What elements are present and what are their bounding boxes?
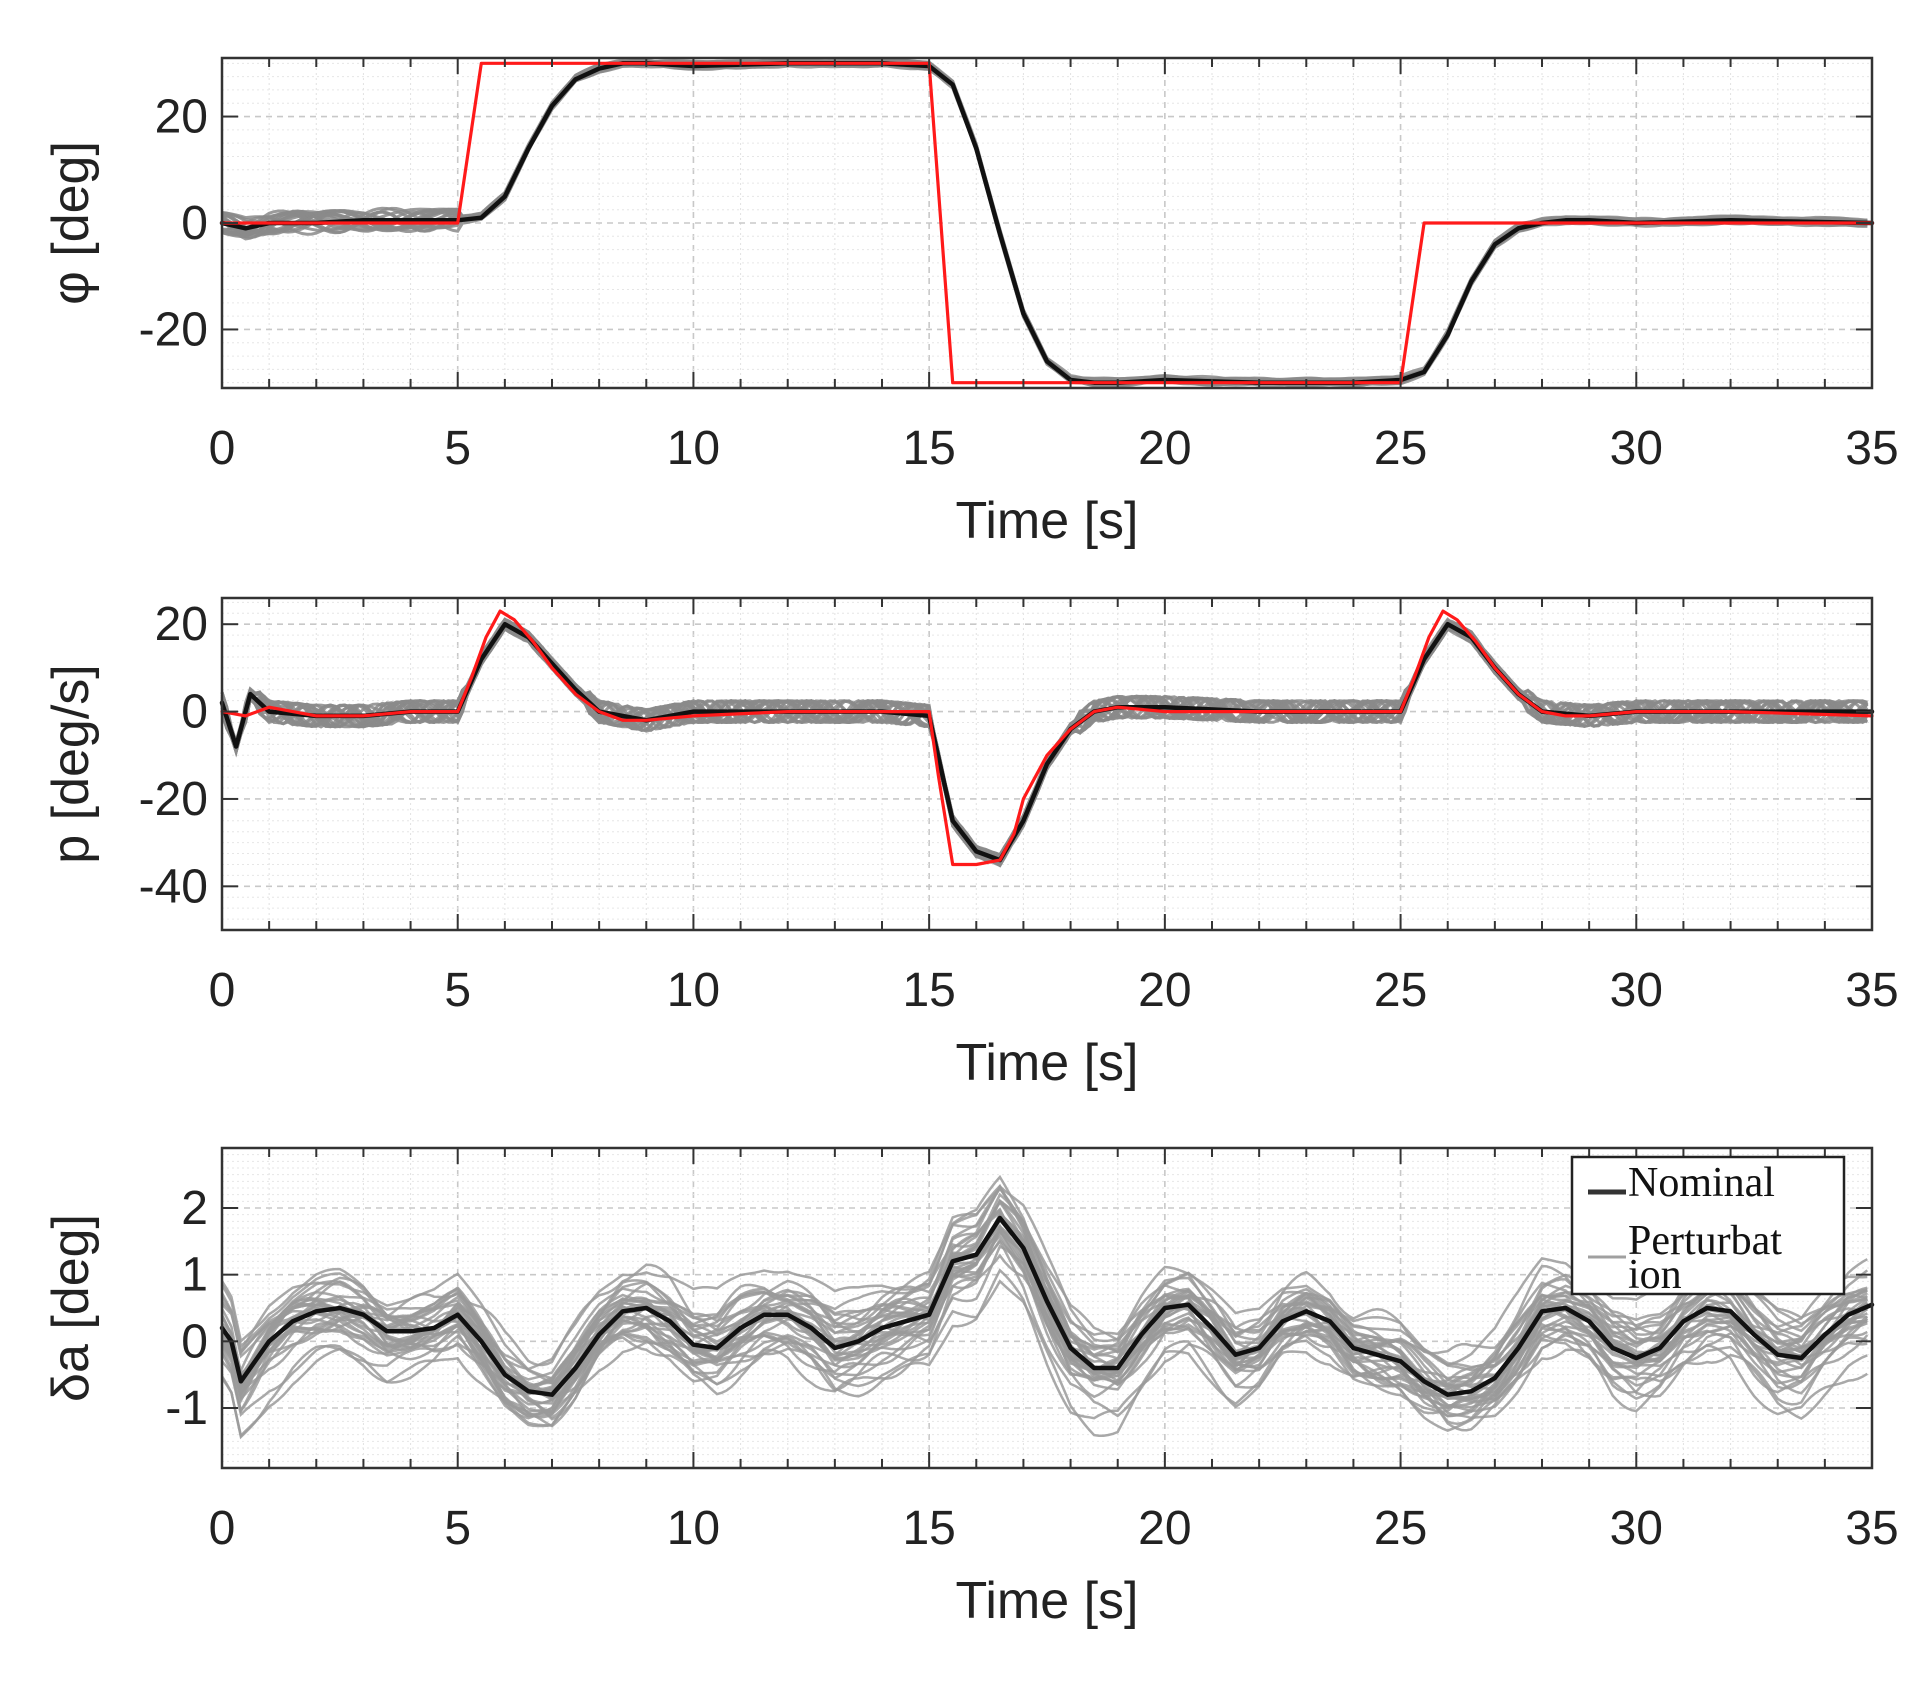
- x-axis-title: Time [s]: [956, 1572, 1139, 1630]
- x-tick-label: 0: [209, 422, 236, 475]
- perturbation-line: [220, 626, 1868, 859]
- perturbation-line: [220, 617, 1868, 868]
- x-tick-label: 30: [1610, 964, 1663, 1017]
- perturbation-line: [220, 617, 1869, 861]
- perturbation-line: [220, 621, 1869, 864]
- x-tick-label: 5: [444, 964, 471, 1017]
- plot-frame: [220, 1146, 1874, 1470]
- tick-marks: [221, 58, 1873, 388]
- panel-roll-angle: 0 5 10 15 20 25 30 35 -20 0 20 Time [s] …: [42, 56, 1899, 550]
- perturbation-line: [220, 1228, 1869, 1409]
- x-axis-title: Time [s]: [956, 492, 1139, 550]
- legend-label-perturbation-cont: ion: [1628, 1252, 1682, 1298]
- perturbation-line: [220, 617, 1869, 864]
- perturbation-line: [220, 617, 1868, 863]
- panel-roll-rate: 0 5 10 15 20 25 30 35 -40 -20 0 20 Time …: [42, 596, 1899, 1092]
- x-tick-label: 25: [1374, 964, 1427, 1017]
- tick-marks: [221, 1148, 1873, 1468]
- series-group: [219, 61, 1875, 385]
- x-tick-label: 20: [1138, 422, 1191, 475]
- perturbation-line: [220, 623, 1868, 858]
- y-tick-labels: -1 0 1 2: [165, 1182, 208, 1435]
- series-group: [219, 609, 1875, 867]
- perturbation-band: [220, 617, 1869, 868]
- series-group: [219, 1215, 1875, 1397]
- perturbation-line: [220, 623, 1868, 859]
- x-tick-label: 10: [667, 422, 720, 475]
- legend-label-perturbation: Perturbat: [1628, 1218, 1782, 1264]
- x-tick-label: 10: [667, 964, 720, 1017]
- y-tick-label: 0: [181, 1315, 208, 1368]
- y-tick-label: 2: [181, 1182, 208, 1235]
- y-axis-title: δa [deg]: [42, 1214, 100, 1402]
- y-tick-label: 0: [181, 197, 208, 250]
- nominal-line: [219, 61, 1875, 385]
- reference-line: [220, 61, 1874, 385]
- reference-line: [220, 609, 1874, 867]
- y-tick-labels: -20 0 20: [139, 91, 208, 357]
- x-tick-label: 35: [1845, 422, 1898, 475]
- x-tick-label: 10: [667, 1502, 720, 1555]
- x-axis-title: Time [s]: [956, 1034, 1139, 1092]
- panel-aileron-deflection: 0 5 10 15 20 25 30 35 -1 0 1 2 Time [s] …: [42, 1146, 1899, 1630]
- y-tick-label: -20: [139, 773, 208, 826]
- x-tick-label: 25: [1374, 422, 1427, 475]
- x-tick-label: 15: [902, 422, 955, 475]
- x-tick-label: 15: [902, 964, 955, 1017]
- y-tick-label: 1: [181, 1249, 208, 1302]
- perturbation-line: [221, 1198, 1868, 1380]
- perturbation-line: [220, 617, 1869, 863]
- x-tick-label: 25: [1374, 1502, 1427, 1555]
- x-tick-label: 5: [444, 422, 471, 475]
- grid: [221, 598, 1873, 931]
- x-tick-label: 35: [1845, 1502, 1898, 1555]
- perturbation-line: [220, 619, 1869, 868]
- x-tick-label: 0: [209, 964, 236, 1017]
- y-tick-label: -20: [139, 303, 208, 356]
- x-tick-labels: 0 5 10 15 20 25 30 35: [209, 1502, 1899, 1555]
- legend: Nominal Perturbat ion: [1570, 1155, 1846, 1298]
- x-tick-label: 20: [1138, 964, 1191, 1017]
- x-tick-label: 0: [209, 1502, 236, 1555]
- x-tick-label: 30: [1610, 422, 1663, 475]
- nominal-line: [219, 621, 1875, 863]
- y-tick-labels: -40 -20 0 20: [139, 598, 208, 913]
- y-tick-label: 20: [155, 598, 208, 651]
- y-tick-label: 0: [181, 686, 208, 739]
- y-tick-label: -40: [139, 860, 208, 913]
- tick-marks: [221, 598, 1873, 930]
- y-tick-label: -1: [165, 1382, 208, 1435]
- x-tick-label: 20: [1138, 1502, 1191, 1555]
- legend-label-nominal: Nominal: [1628, 1160, 1775, 1206]
- nominal-line: [219, 1215, 1875, 1397]
- perturbation-line: [220, 621, 1869, 859]
- x-tick-label: 35: [1845, 964, 1898, 1017]
- perturbation-line: [220, 627, 1869, 858]
- x-tick-labels: 0 5 10 15 20 25 30 35: [209, 422, 1899, 475]
- x-tick-labels: 0 5 10 15 20 25 30 35: [209, 964, 1899, 1017]
- perturbation-line: [220, 621, 1869, 857]
- perturbation-line: [220, 619, 1868, 857]
- legend-box: [1570, 1155, 1846, 1296]
- y-axis-title: φ [deg]: [42, 141, 100, 305]
- perturbation-lines: [220, 1174, 1869, 1440]
- plot-frame: [220, 596, 1874, 932]
- x-tick-label: 30: [1610, 1502, 1663, 1555]
- x-tick-label: 15: [902, 1502, 955, 1555]
- perturbation-line: [220, 625, 1869, 860]
- x-tick-label: 5: [444, 1502, 471, 1555]
- y-tick-label: 20: [155, 91, 208, 144]
- y-axis-title: p [deg/s]: [42, 664, 100, 863]
